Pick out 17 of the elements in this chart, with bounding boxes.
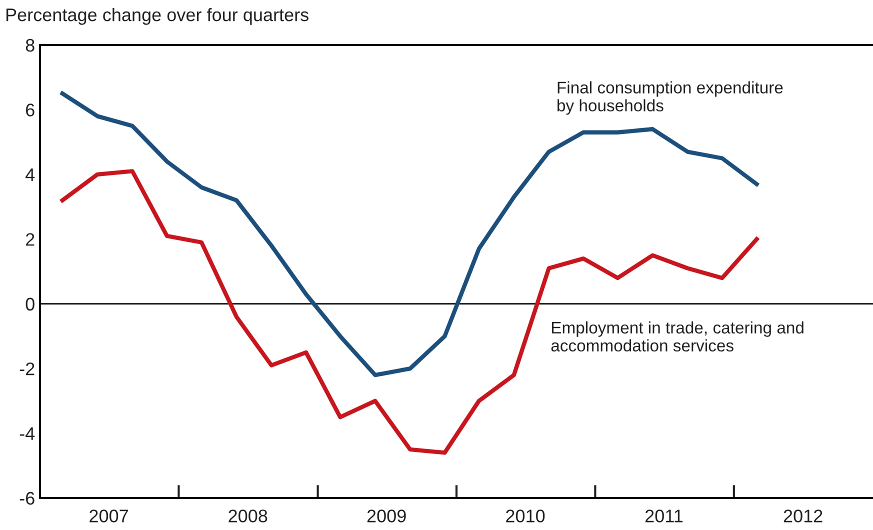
y-tick-label: 0	[26, 298, 34, 311]
x-tick-label: 2007	[90, 510, 128, 522]
x-tick-label: 2012	[784, 510, 822, 522]
x-tick-label: 2008	[228, 510, 268, 522]
y-tick-label: 8	[26, 38, 34, 52]
y-tick-label: 6	[26, 104, 34, 116]
y-tick-label: 4	[26, 168, 35, 181]
series-label: Employment in trade, catering and accommodation services	[551, 321, 804, 352]
y-tick-label: -2	[20, 362, 34, 376]
y-tick-label: 2	[26, 233, 34, 246]
y-tick-label: -6	[20, 492, 34, 505]
y-axis-title: Percentage change over four quarters	[6, 8, 308, 25]
series-label: Final consumption expenditure by households	[558, 81, 783, 115]
x-tick-label: 2010	[506, 510, 545, 522]
y-tick-label: -4	[20, 427, 35, 440]
x-tick-label: 2009	[367, 510, 406, 522]
x-tick-label: 2011	[645, 510, 683, 522]
